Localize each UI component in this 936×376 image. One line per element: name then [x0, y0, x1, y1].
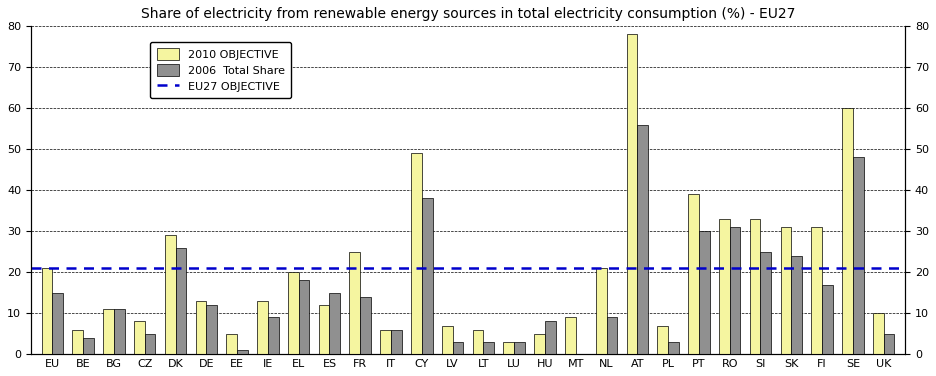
Bar — [176, 248, 186, 354]
Bar — [699, 231, 709, 354]
Bar — [534, 334, 545, 354]
Bar — [349, 252, 360, 354]
Bar — [514, 342, 525, 354]
Bar — [380, 330, 391, 354]
Bar — [318, 305, 329, 354]
Bar — [329, 293, 340, 354]
Bar — [565, 317, 576, 354]
Bar — [842, 108, 853, 354]
Bar — [72, 330, 83, 354]
Bar — [165, 235, 176, 354]
Bar — [626, 35, 637, 354]
Bar — [288, 272, 299, 354]
Bar — [206, 305, 217, 354]
Bar — [791, 256, 802, 354]
Bar — [145, 334, 155, 354]
Bar — [750, 219, 760, 354]
Bar — [103, 309, 114, 354]
Bar — [483, 342, 494, 354]
Bar — [657, 326, 668, 354]
Bar — [637, 125, 648, 354]
Bar — [360, 297, 371, 354]
Bar — [268, 317, 279, 354]
Bar — [114, 309, 124, 354]
Bar — [422, 199, 432, 354]
Bar — [545, 321, 556, 354]
Bar — [822, 285, 833, 354]
Bar — [607, 317, 618, 354]
Bar — [884, 334, 895, 354]
Bar — [873, 313, 884, 354]
Bar — [596, 268, 607, 354]
Bar — [719, 219, 730, 354]
Bar — [473, 330, 483, 354]
Bar — [668, 342, 679, 354]
Bar — [299, 280, 310, 354]
Bar — [853, 158, 864, 354]
Bar — [504, 342, 514, 354]
Bar — [453, 342, 463, 354]
Bar — [134, 321, 145, 354]
Bar — [196, 301, 206, 354]
Bar — [688, 194, 699, 354]
Bar — [52, 293, 63, 354]
Bar — [781, 227, 791, 354]
Bar — [442, 326, 453, 354]
Bar — [83, 338, 94, 354]
Legend: 2010 OBJECTIVE, 2006  Total Share, EU27 OBJECTIVE: 2010 OBJECTIVE, 2006 Total Share, EU27 O… — [150, 42, 291, 98]
Bar — [812, 227, 822, 354]
Bar — [760, 252, 771, 354]
Title: Share of electricity from renewable energy sources in total electricity consumpt: Share of electricity from renewable ener… — [140, 7, 796, 21]
Bar — [730, 227, 740, 354]
Bar — [237, 350, 248, 354]
Bar — [257, 301, 268, 354]
Bar — [41, 268, 52, 354]
Bar — [391, 330, 402, 354]
Bar — [227, 334, 237, 354]
Bar — [411, 153, 422, 354]
